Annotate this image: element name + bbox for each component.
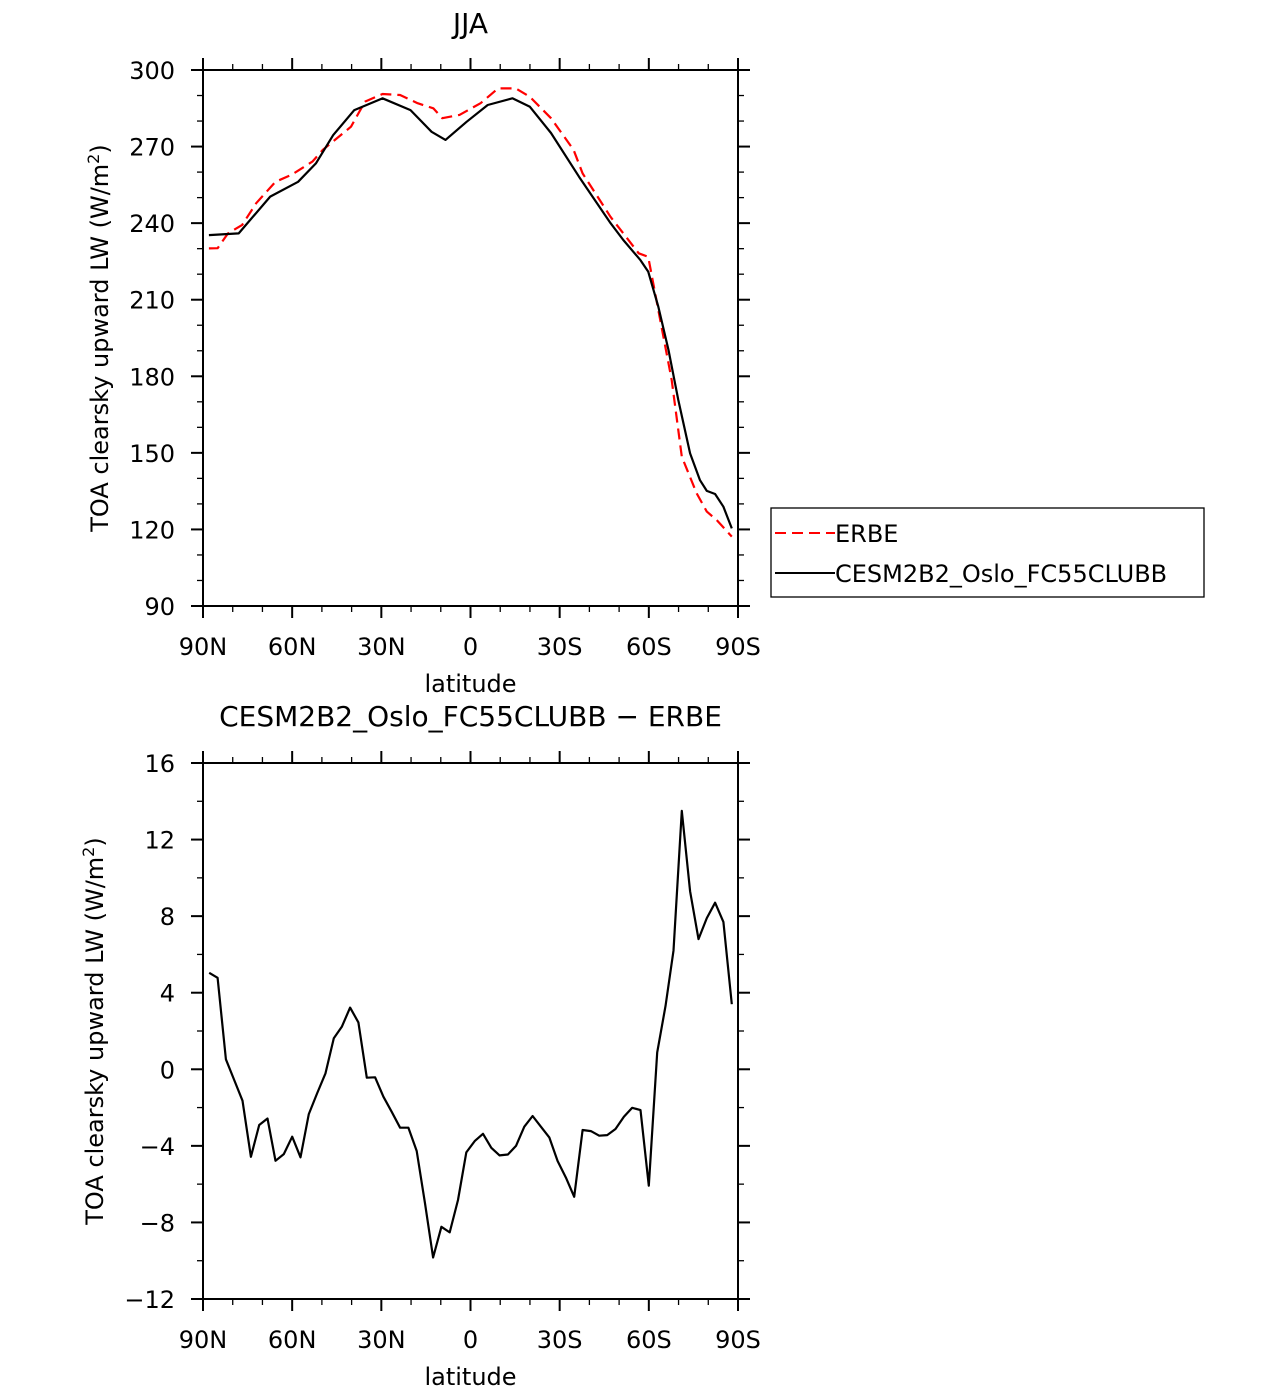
x-tick-label: 0 [463, 1326, 478, 1354]
y-tick-label: 16 [144, 750, 175, 778]
x-tick-label: 30S [537, 633, 583, 661]
x-tick-label: 90N [179, 633, 228, 661]
legend-label: CESM2B2_Oslo_FC55CLUBB [835, 560, 1167, 588]
y-tick-label: 270 [129, 134, 175, 162]
y-tick-label: 90 [144, 593, 175, 621]
x-tick-label: 60N [268, 1326, 317, 1354]
plot-frame [202, 69, 739, 607]
y-tick-label: −4 [140, 1133, 175, 1161]
x-tick-label: 60N [268, 633, 317, 661]
y-axis-label: TOA clearsky upward LW (W/m2) [84, 144, 114, 533]
plot-2: 90N 60N 30N 0 30S 60S 90S −12 −8 −4 0 4 8 12 16 CESM2B2… [79, 700, 761, 1391]
y-tick-label: −12 [124, 1286, 175, 1314]
y-tick-label: 120 [129, 516, 175, 544]
y-axis-label-text: TOA clearsky upward LW (W/m [81, 857, 109, 1226]
y-tick-label: 240 [129, 210, 175, 238]
y-tick-label: 12 [144, 827, 175, 855]
y-axis-label-end: ) [81, 837, 109, 846]
legend-box [770, 507, 1205, 598]
x-tick-label: 90N [179, 1326, 228, 1354]
y-tick-label: 300 [129, 57, 175, 85]
series-line-cesm2b2-oslo-fc55clubb-erbe [208, 809, 733, 1259]
y-axis-label: TOA clearsky upward LW (W/m2) [79, 837, 109, 1226]
plot-frame [202, 762, 739, 1300]
y-axis-label-superscript: 2 [84, 154, 103, 164]
x-tick-label: 0 [463, 633, 478, 661]
x-tick-label: 30N [357, 1326, 406, 1354]
y-tick-label: 150 [129, 440, 175, 468]
y-tick-label: 210 [129, 287, 175, 315]
y-axis-label-end: ) [86, 144, 114, 153]
series-line-erbe [208, 87, 733, 538]
x-tick-label: 90S [715, 1326, 761, 1354]
plot-1: 90N 60N 30N 0 30S 60S 90S 90 120 150 180 210 240 270 3… [84, 7, 1205, 698]
y-axis-label-text: TOA clearsky upward LW (W/m [86, 164, 114, 533]
chart-title: JJA [451, 7, 488, 40]
y-tick-label: 4 [160, 980, 175, 1008]
y-tick-label: 180 [129, 363, 175, 391]
legend-label: ERBE [835, 520, 898, 548]
x-tick-label: 30N [357, 633, 406, 661]
y-tick-label: 8 [160, 903, 175, 931]
x-tick-label: 60S [626, 1326, 672, 1354]
x-tick-label: 30S [537, 1326, 583, 1354]
chart-title: CESM2B2_Oslo_FC55CLUBB − ERBE [219, 700, 722, 733]
x-tick-label: 90S [715, 633, 761, 661]
x-axis-label: latitude [424, 1363, 516, 1390]
x-axis-label: latitude [424, 670, 516, 698]
x-tick-label: 60S [626, 633, 672, 661]
y-tick-label: 0 [160, 1056, 175, 1084]
legend: ERBE CESM2B2_Oslo_FC55CLUBB [770, 507, 1205, 598]
series-line-cesm2b2-oslo-fc55clubb [208, 97, 733, 529]
y-tick-label: −8 [140, 1209, 175, 1237]
y-axis-label-superscript: 2 [79, 847, 98, 857]
